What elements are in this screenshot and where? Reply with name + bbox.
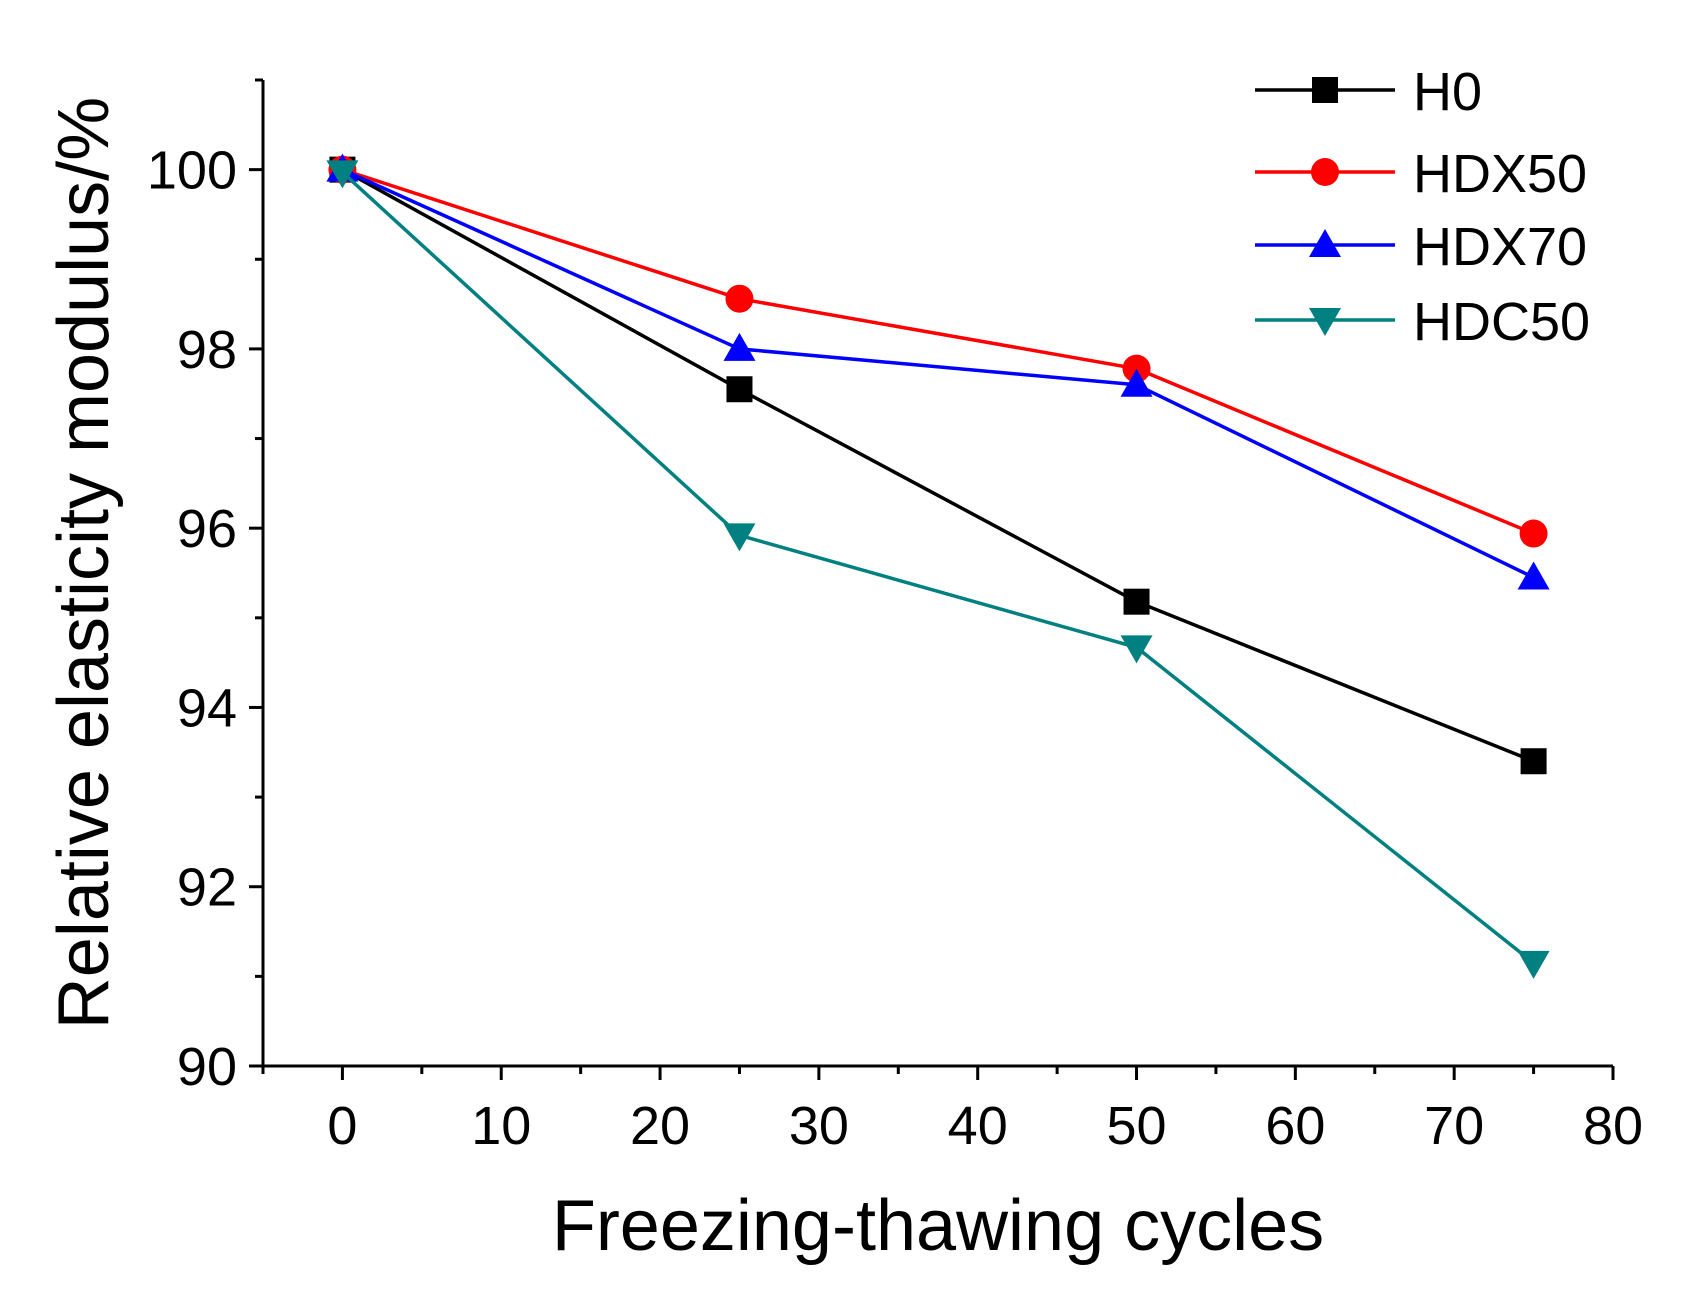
x-tick-label: 80 [1583, 1096, 1643, 1156]
data-point-hdx50 [1122, 354, 1151, 383]
y-tick-label: 98 [177, 320, 237, 380]
y-tick-label: 96 [177, 499, 237, 559]
legend-marker-hdx50 [1311, 158, 1339, 186]
x-tick-label: 60 [1265, 1096, 1325, 1156]
data-point-hdx70 [723, 332, 756, 361]
legend-label-h0: H0 [1413, 62, 1482, 122]
x-tick-label: 0 [327, 1096, 357, 1156]
x-axis-title: Freezing-thawing cycles [552, 1186, 1324, 1266]
data-point-hdx70 [1120, 368, 1153, 397]
legend-marker-h0 [1312, 77, 1338, 103]
data-point-hdx50 [1519, 519, 1548, 548]
series-hdc50 [326, 160, 1550, 979]
axes: 0 10 20 30 40 50 60 70 80 90 92 94 96 98 100 [147, 78, 1643, 1156]
y-axis-title: Relative elasticity modulus/% [44, 97, 124, 1029]
series-line-hdx50 [341, 167, 1535, 536]
x-tick-label: 70 [1424, 1096, 1484, 1156]
data-point-hdx70 [1517, 561, 1550, 590]
y-tick-label: 90 [177, 1037, 237, 1097]
legend-label-hdx50: HDX50 [1413, 144, 1587, 204]
series-hdx50 [328, 155, 1548, 548]
series-h0 [329, 156, 1547, 775]
x-tick-label: 10 [471, 1096, 531, 1156]
data-point-h0 [1123, 588, 1150, 615]
y-tick-label: 94 [177, 678, 237, 738]
y-tick-label: 100 [147, 141, 237, 201]
data-point-hdc50 [326, 160, 359, 189]
legend-item-hdx50: HDX50 [1255, 144, 1587, 204]
data-point-hdx50 [725, 284, 754, 313]
series-layer [326, 153, 1550, 979]
legend-item-hdx70: HDX70 [1255, 217, 1587, 277]
legend-marker-hdc50 [1309, 308, 1341, 336]
series-line-hdx70 [341, 168, 1535, 580]
x-tick-label: 30 [789, 1096, 849, 1156]
data-point-hdc50 [1517, 950, 1550, 979]
legend: H0 HDX50 HDX70 HDC50 [1255, 62, 1590, 352]
data-point-h0 [1520, 748, 1547, 775]
series-line-h0 [341, 168, 1535, 763]
x-tick-label: 20 [630, 1096, 690, 1156]
data-point-hdc50 [723, 523, 756, 552]
legend-marker-hdx70 [1309, 229, 1341, 257]
legend-label-hdc50: HDC50 [1413, 292, 1590, 352]
y-tick-label: 92 [177, 858, 237, 918]
data-point-h0 [726, 376, 753, 403]
x-tick-label: 50 [1106, 1096, 1166, 1156]
legend-item-h0: H0 [1255, 62, 1482, 122]
legend-item-hdc50: HDC50 [1255, 292, 1590, 352]
legend-label-hdx70: HDX70 [1413, 217, 1587, 277]
series-hdx70 [326, 153, 1550, 590]
data-point-hdc50 [1120, 635, 1153, 664]
series-line-hdc50 [341, 171, 1535, 965]
x-tick-label: 40 [948, 1096, 1008, 1156]
